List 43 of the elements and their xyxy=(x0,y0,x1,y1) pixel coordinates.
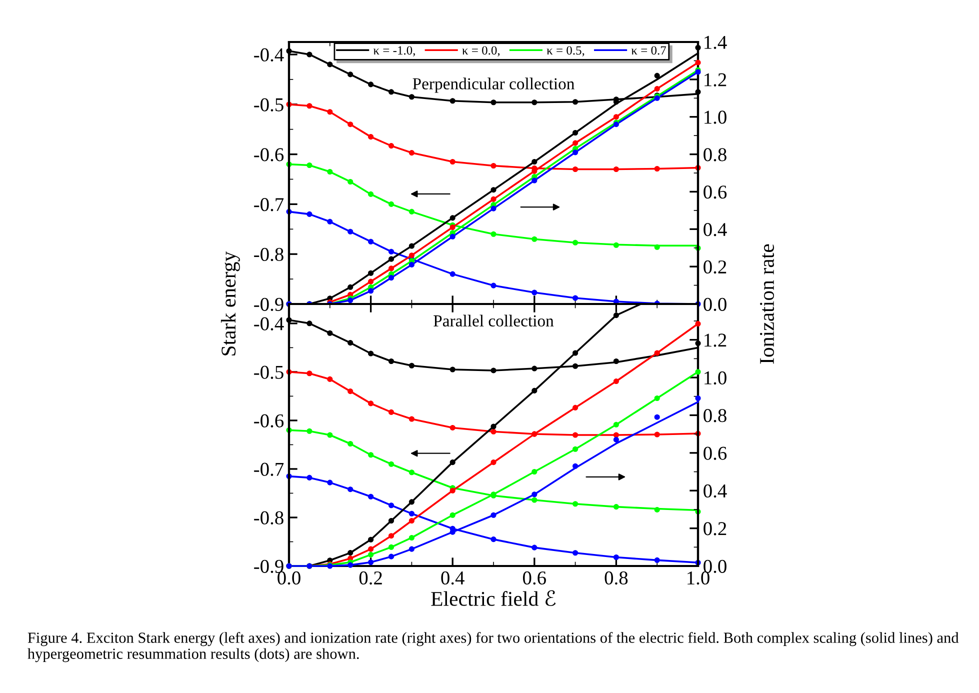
y-tick-label: -0.7 xyxy=(254,198,284,212)
y-tick-label: -0.5 xyxy=(254,98,284,112)
caption: Figure 4. Exciton Stark energy (left axes) and ionization rate (right axes) for two orientations of the electric field. Both complex scaling (solid lines) and hypergeometric resummation results (dots) are shown. xyxy=(28,632,959,662)
legend-label: κ = 0.0, xyxy=(462,46,500,56)
y2-tick-label: 0.6 xyxy=(704,186,727,199)
y2-tick-label: 1.2 xyxy=(704,73,726,86)
x-tick-label: 0.4 xyxy=(441,571,464,585)
y-tick-label: -0.9 xyxy=(254,560,284,574)
y-tick-label: -0.5 xyxy=(254,366,284,379)
y2-tick-label: 0.4 xyxy=(704,484,727,498)
y2-tick-label: 1.0 xyxy=(704,110,726,124)
y-tick-label: -0.8 xyxy=(254,248,284,262)
y-tick-label: -0.4 xyxy=(254,317,284,330)
y2-tick-label: 0.2 xyxy=(704,522,726,536)
chart-title: Parallel collection xyxy=(434,314,554,327)
y2-tick-label: 0.0 xyxy=(704,560,726,574)
y2-tick-label: 0.2 xyxy=(704,260,726,274)
y2-tick-label: 0.8 xyxy=(704,409,726,422)
y2-tick-label: 1.0 xyxy=(704,371,726,385)
y2-tick-label: 1.2 xyxy=(704,334,726,347)
y2-tick-label: 0.6 xyxy=(704,446,727,460)
y-tick-label: -0.9 xyxy=(254,298,284,312)
x-tick-label: 0.6 xyxy=(522,571,546,585)
y-tick-label: -0.6 xyxy=(254,148,284,162)
x-tick-label: 0.2 xyxy=(359,571,382,585)
y-tick-label: -0.6 xyxy=(254,414,284,428)
x-tick-label: 0.8 xyxy=(604,571,628,585)
y-tick-label: -0.8 xyxy=(254,511,284,525)
x-tick-label: 1.0 xyxy=(688,571,710,585)
y2-tick-label: 0.0 xyxy=(704,298,726,312)
x-tick-label: 0.0 xyxy=(278,571,300,585)
legend-label: κ = -1.0, xyxy=(373,46,415,56)
y-tick-label: -0.7 xyxy=(254,462,284,476)
y2-axis-title: Ionization rate xyxy=(760,244,774,364)
text: Perpendicular collection xyxy=(412,78,574,93)
y2-tick-label: 0.8 xyxy=(704,148,726,162)
y-axis-title: Stark energy xyxy=(220,251,240,356)
x-axis-title: Electric field ℰ xyxy=(431,590,556,606)
y2-tick-label: 1.4 xyxy=(704,36,727,50)
y2-tick-label: 0.4 xyxy=(704,222,727,236)
legend-label: κ = 0.5, xyxy=(546,46,584,56)
y-tick-label: -0.4 xyxy=(254,48,284,62)
legend-label: κ = 0.7 xyxy=(631,46,666,55)
